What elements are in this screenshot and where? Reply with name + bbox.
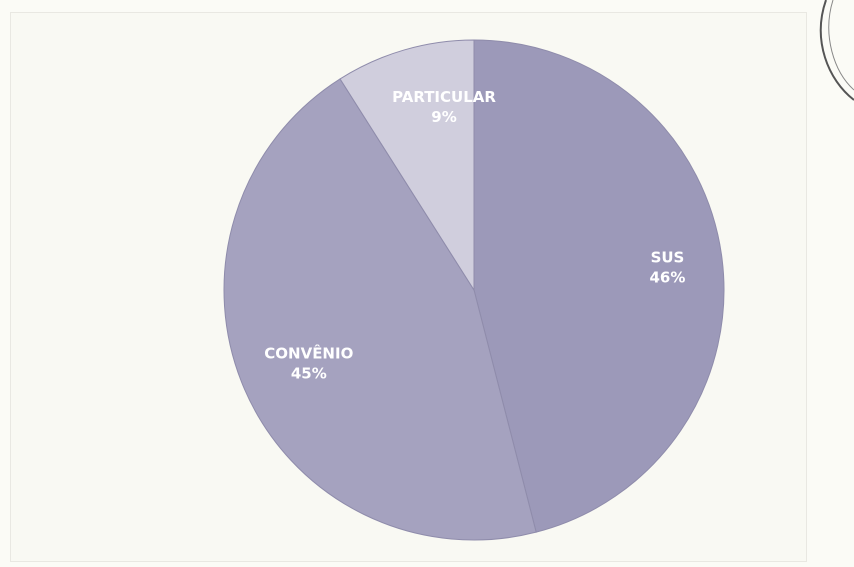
stamp-mark (819, 0, 854, 101)
slice-category-label: PARTICULAR (392, 88, 496, 106)
slice-category-label: SUS (651, 249, 685, 267)
pie-labels: SUS 46% CONVÊNIO 45% PARTICULAR 9% (264, 88, 685, 383)
slice-percent-label: 9% (431, 108, 456, 126)
slice-percent-label: 46% (650, 269, 686, 287)
pie-slices (223, 39, 725, 541)
pie-slice-particular (339, 39, 475, 292)
pie-slice-sus (473, 39, 725, 533)
slice-percent-label: 45% (291, 364, 327, 382)
slice-category-label: CONVÊNIO (264, 343, 353, 362)
pie-slice-convênio (223, 78, 537, 541)
